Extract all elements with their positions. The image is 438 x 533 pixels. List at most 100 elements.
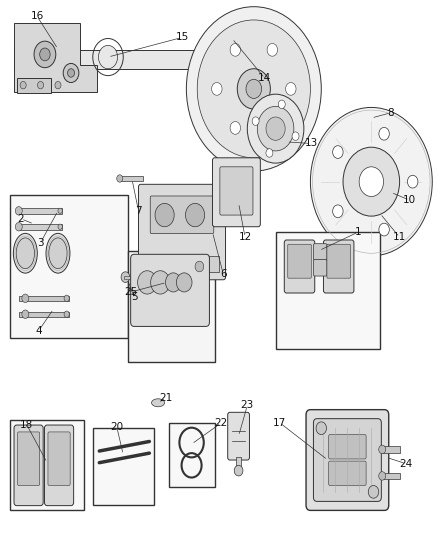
FancyBboxPatch shape xyxy=(314,419,381,502)
FancyBboxPatch shape xyxy=(328,461,366,486)
Circle shape xyxy=(15,207,22,215)
Circle shape xyxy=(234,465,243,476)
Circle shape xyxy=(197,20,311,158)
Ellipse shape xyxy=(46,233,70,273)
Circle shape xyxy=(379,445,386,454)
Circle shape xyxy=(64,311,69,317)
Bar xyxy=(10,195,127,338)
Bar xyxy=(19,312,69,317)
Text: 4: 4 xyxy=(35,326,42,336)
Circle shape xyxy=(34,41,56,68)
Text: 2: 2 xyxy=(18,214,24,224)
Circle shape xyxy=(166,273,181,292)
FancyBboxPatch shape xyxy=(314,260,327,276)
Bar xyxy=(382,473,399,479)
Bar xyxy=(19,223,62,230)
Text: 3: 3 xyxy=(37,238,44,248)
Bar xyxy=(169,423,215,487)
Ellipse shape xyxy=(13,233,37,273)
Circle shape xyxy=(379,127,389,140)
Polygon shape xyxy=(14,22,97,92)
Bar xyxy=(236,457,241,471)
FancyBboxPatch shape xyxy=(45,425,74,506)
Circle shape xyxy=(368,486,379,498)
Bar xyxy=(145,256,176,272)
FancyBboxPatch shape xyxy=(150,196,214,233)
Text: 25: 25 xyxy=(124,287,138,297)
Bar xyxy=(276,232,380,349)
Bar xyxy=(93,428,154,505)
Text: 15: 15 xyxy=(175,33,189,43)
Bar xyxy=(17,78,51,93)
Text: 18: 18 xyxy=(20,419,33,430)
Text: 7: 7 xyxy=(135,206,142,216)
Bar xyxy=(19,208,62,214)
Circle shape xyxy=(38,82,44,89)
FancyBboxPatch shape xyxy=(323,240,354,293)
Circle shape xyxy=(151,271,170,294)
Circle shape xyxy=(230,122,240,134)
Circle shape xyxy=(64,295,69,302)
Circle shape xyxy=(266,149,273,157)
Circle shape xyxy=(40,48,50,61)
Circle shape xyxy=(266,117,285,140)
Circle shape xyxy=(177,273,192,292)
Text: 16: 16 xyxy=(31,11,44,21)
FancyBboxPatch shape xyxy=(48,432,70,486)
Bar xyxy=(19,296,69,301)
Text: 22: 22 xyxy=(215,418,228,428)
Circle shape xyxy=(230,44,240,56)
FancyBboxPatch shape xyxy=(284,240,315,293)
Circle shape xyxy=(185,204,205,227)
Circle shape xyxy=(212,83,222,95)
FancyBboxPatch shape xyxy=(314,244,327,260)
Circle shape xyxy=(22,310,29,318)
Circle shape xyxy=(257,107,294,151)
Text: 14: 14 xyxy=(258,73,271,83)
FancyBboxPatch shape xyxy=(138,184,226,280)
FancyBboxPatch shape xyxy=(18,432,40,486)
Bar xyxy=(193,256,219,272)
Circle shape xyxy=(252,117,259,125)
Bar xyxy=(245,46,256,73)
Ellipse shape xyxy=(152,399,165,407)
Circle shape xyxy=(311,108,432,256)
Circle shape xyxy=(247,94,304,163)
Bar xyxy=(382,446,399,453)
Text: 5: 5 xyxy=(131,292,138,302)
FancyBboxPatch shape xyxy=(228,413,250,460)
Text: 12: 12 xyxy=(238,232,252,243)
Circle shape xyxy=(359,167,384,197)
Bar xyxy=(119,176,143,181)
Circle shape xyxy=(15,222,22,231)
Circle shape xyxy=(55,82,61,89)
Circle shape xyxy=(117,175,123,182)
Text: 21: 21 xyxy=(159,393,173,403)
Text: 8: 8 xyxy=(388,108,394,118)
Circle shape xyxy=(286,83,296,95)
Circle shape xyxy=(267,44,278,56)
Circle shape xyxy=(67,69,74,77)
Circle shape xyxy=(332,205,343,217)
Circle shape xyxy=(138,271,157,294)
Circle shape xyxy=(316,422,326,434)
FancyBboxPatch shape xyxy=(14,425,43,506)
FancyBboxPatch shape xyxy=(131,254,209,326)
Circle shape xyxy=(237,69,270,109)
Circle shape xyxy=(195,261,204,272)
Circle shape xyxy=(20,82,26,89)
Circle shape xyxy=(63,63,79,83)
Text: 6: 6 xyxy=(220,270,226,279)
Ellipse shape xyxy=(16,238,35,269)
Bar xyxy=(124,276,134,279)
FancyBboxPatch shape xyxy=(328,434,366,459)
FancyBboxPatch shape xyxy=(327,244,350,278)
Text: 11: 11 xyxy=(393,232,406,243)
Circle shape xyxy=(246,79,261,99)
Text: 13: 13 xyxy=(305,139,318,149)
Bar xyxy=(10,420,84,511)
Bar xyxy=(14,50,254,69)
Circle shape xyxy=(278,100,285,109)
Circle shape xyxy=(407,175,418,188)
Text: 17: 17 xyxy=(273,418,286,428)
